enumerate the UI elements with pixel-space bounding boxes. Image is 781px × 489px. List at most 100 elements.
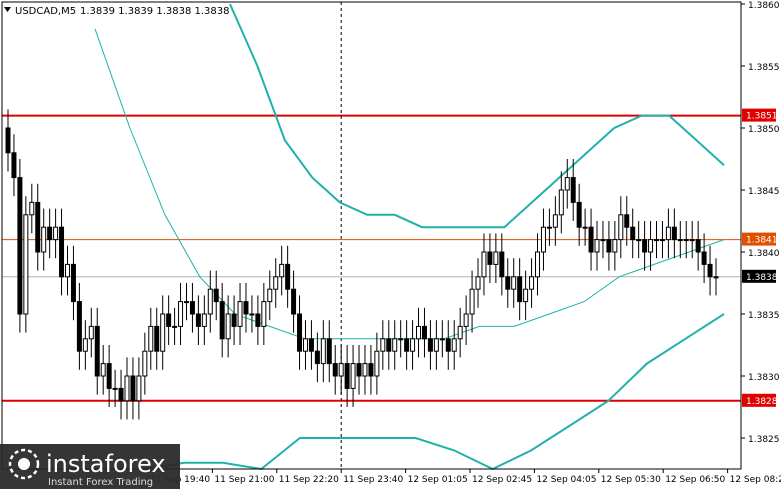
candle (285, 245, 291, 308)
watermark-tagline: Instant Forex Trading (48, 477, 153, 488)
candle (659, 221, 665, 259)
x-tick-label: 11 Sep 19:40 (150, 475, 210, 485)
candle (148, 307, 154, 370)
candle-body (642, 239, 648, 253)
candle (398, 320, 404, 358)
candle-body (398, 338, 404, 341)
candle (201, 295, 207, 345)
dropdown-triangle-icon[interactable] (4, 7, 11, 12)
y-tick-label: 1.3825 (748, 435, 780, 445)
candle (546, 208, 552, 246)
x-tick-label: 11 Sep 21:00 (214, 475, 274, 485)
level-price-tag-label: 1.3828 (746, 397, 778, 407)
candle-body (374, 350, 380, 377)
candle-body (338, 363, 344, 377)
bollinger-middle (94, 28, 725, 340)
candle-body (600, 239, 606, 242)
candle (505, 258, 511, 308)
candle-body (368, 363, 374, 377)
candle-body (612, 239, 618, 253)
candle-body (225, 313, 231, 340)
candle-body (546, 226, 552, 229)
candle-body (648, 239, 654, 253)
plot-frame (1, 1, 742, 470)
ohlc-readout: 1.3839 1.3839 1.3838 1.3838 (80, 6, 230, 17)
candle (606, 221, 612, 271)
candle (612, 221, 618, 271)
level-price-tag (742, 232, 776, 246)
candle (94, 307, 100, 395)
candle (332, 345, 338, 395)
candle-body (243, 301, 249, 315)
y-tick-label: 1.3860 (748, 1, 780, 11)
candles (5, 109, 719, 420)
candle (630, 208, 636, 259)
x-axis: 11 Sep 19:40 11 Sep 21:00 11 Sep 22:20 11 S… (147, 469, 781, 485)
x-tick-label: 12 Sep 08:25 (730, 475, 781, 485)
candle-body (469, 288, 475, 315)
candle (600, 221, 606, 259)
y-axis: 1.3860 1.3855 1.3850 1.3845 1.3840 1.3835 1.38… (1, 1, 780, 470)
candle (5, 109, 11, 172)
candle (439, 320, 445, 358)
candle (59, 208, 65, 296)
candle (225, 295, 231, 358)
candle (124, 357, 130, 420)
x-tick-label: 12 Sep 05:30 (601, 475, 661, 485)
x-tick-label: 12 Sep 02:45 (472, 475, 532, 485)
candle-body (654, 239, 660, 242)
level-price-tag (742, 393, 776, 407)
candle (493, 233, 499, 283)
candle (445, 320, 451, 370)
candle-body (5, 127, 11, 154)
candle-body (53, 226, 59, 241)
candle-body (707, 263, 713, 278)
x-tick-label: 11 Sep 22:20 (279, 475, 339, 485)
y-tick-label: 1.3855 (748, 63, 780, 73)
candle-body (344, 363, 350, 389)
candle (410, 320, 416, 370)
candle (654, 221, 660, 259)
y-tick-label: 1.3840 (748, 249, 780, 259)
candle (540, 208, 546, 271)
candle (297, 295, 303, 370)
y-tick-label: 1.3835 (748, 311, 780, 321)
candle (53, 208, 59, 259)
candle (243, 283, 249, 333)
candle-body (297, 313, 303, 352)
candle-body (451, 338, 457, 352)
candle-body (178, 301, 184, 327)
candle-body (237, 301, 243, 327)
instaforex-logo-icon (8, 448, 40, 480)
candle-body (273, 276, 279, 290)
symbol-label: USDCAD,M5 (15, 6, 76, 17)
candle-body (671, 226, 677, 241)
candle (535, 233, 541, 296)
candle (564, 159, 570, 209)
candle-body (166, 313, 172, 327)
candle-body (17, 177, 23, 315)
candle (142, 332, 148, 395)
candle-body (659, 239, 665, 242)
candle (683, 221, 689, 259)
candle-body (285, 263, 291, 290)
candle (291, 270, 297, 333)
candle (594, 221, 600, 271)
candle (624, 196, 630, 246)
candle (570, 159, 576, 221)
candle (320, 320, 326, 383)
candle (671, 208, 677, 259)
candle (231, 295, 237, 345)
candle (392, 320, 398, 370)
level-price-tag-label: 1.3841 (746, 236, 778, 246)
candle-body (130, 375, 136, 402)
candle-body (148, 325, 154, 352)
x-tick-label: 12 Sep 01:05 (408, 475, 468, 485)
candle (475, 258, 481, 308)
candle (713, 258, 719, 296)
candle (41, 208, 47, 271)
candle (195, 295, 201, 345)
candle-body (380, 338, 386, 352)
